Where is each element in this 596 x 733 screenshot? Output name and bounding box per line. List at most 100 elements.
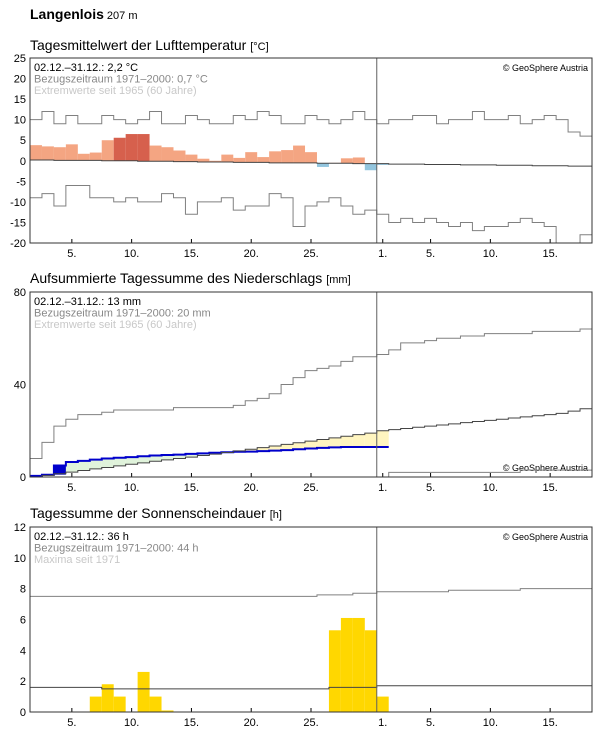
temp-plot-frame [29,57,593,244]
temp-y-tick-label: 5 [20,135,26,147]
precip-info-line: 02.12.–31.12.: 13 mm [34,296,141,308]
precip-diff-band [352,434,365,447]
sunshine-title: Tagessumme der Sonnenscheindauer [h] [30,505,282,521]
temp-bar [197,158,210,163]
temp-bar [185,154,198,162]
precip-actual-line [30,445,389,477]
precip-diff-band [245,449,258,452]
temperature-chart: -20 -15 -10 -5 0 5 10 15 20 25 5. 10. 15. 20. 25. 1. 5. 1… [10,53,593,260]
precip-diff-band [293,442,306,450]
precip-diff-band [281,444,294,451]
temp-x-tick-label: 1. [378,248,387,260]
temp-y-tick-label: -5 [16,176,26,188]
sun-bar [113,696,126,712]
precip-max-line [30,328,592,459]
temp-bar [149,145,162,162]
sun-bar [376,696,389,712]
precipitation-chart: 0 40 80 5. 10. 15. 20. 25. 1. 5. 10. 15. 02.12.–31.1… [14,287,593,494]
sun-bar [352,617,365,712]
precip-diff-band [89,459,102,469]
temp-bar [77,153,90,161]
precipitation-title: Aufsummierte Tagessumme des Niederschlag… [30,270,351,286]
temp-bar [376,163,389,165]
temp-x-tick-label: 10. [124,248,139,260]
precip-info-line: Bezugszeitraum 1971–2000: 20 mm [34,308,211,320]
precip-diff-band [113,457,126,466]
temp-min-line [30,184,592,244]
temp-x-tick-label: 10. [483,248,498,260]
sun-x-tick-label: 5. [67,717,76,729]
sun-y-tick-label: 2 [20,676,26,688]
sun-bar [161,710,174,712]
precip-diff-band [77,460,90,471]
sun-max-line [30,588,592,597]
sun-x-tick-label: 15. [184,717,199,729]
precip-plot-frame [29,291,593,478]
temp-bar [281,150,294,163]
sun-info-line: Maxima seit 1971 [34,554,120,566]
sunshine-title-text: Tagessumme der Sonnenscheindauer [30,505,266,521]
station-header: Langenlois 207 m [30,6,137,22]
sun-x-tick-label: 15. [543,717,558,729]
temperature-unit: [°C] [250,41,269,53]
temp-y-tick-label: 0 [20,156,26,168]
temp-bar [269,151,282,163]
temp-bar [352,157,365,164]
sun-bar [340,617,353,712]
precip-x-tick-label: 10. [483,482,498,494]
precip-normal-line [30,408,592,478]
sun-bar [364,630,377,712]
sun-info-line: 02.12.–31.12.: 36 h [34,531,129,543]
temp-info-line: 02.12.–31.12.: 2,2 °C [34,62,138,74]
precip-diff-band [376,430,389,447]
temp-x-tick-label: 15. [543,248,558,260]
precip-diff-band [364,433,377,447]
precip-y-tick-label: 80 [14,287,26,299]
precip-diff-band [305,441,317,449]
temp-copyright: © GeoSphere Austria [503,63,588,73]
sun-plot-frame [29,526,593,713]
sun-x-tick-label: 10. [124,717,139,729]
precip-x-tick-label: 15. [184,482,199,494]
sun-y-tick-label: 6 [20,615,26,627]
precip-x-tick-label: 5. [67,482,76,494]
temp-max-line [30,110,592,137]
precip-diff-band [173,454,186,459]
temp-bar [161,147,174,162]
sun-bar [89,696,102,712]
station-name: Langenlois [30,6,104,22]
precip-x-tick-label: 10. [124,482,139,494]
precipitation-unit: [mm] [326,274,351,286]
temp-x-tick-label: 20. [244,248,259,260]
temp-info-line: Bezugszeitraum 1971–2000: 0,7 °C [34,74,208,86]
temp-bar [316,163,329,167]
temp-bar [30,145,42,160]
temp-x-tick-label: 25. [303,248,318,260]
temp-bar [209,160,222,163]
precip-y-tick-label: 40 [14,380,26,392]
temp-x-tick-label: 15. [184,248,199,260]
temp-bar [245,152,258,163]
precipitation-title-text: Aufsummierte Tagessumme des Niederschlag… [30,270,323,286]
sun-y-tick-label: 12 [14,522,26,534]
temp-bar [125,134,138,161]
precip-diff-band [185,453,198,458]
precip-diff-band [137,456,150,463]
temp-y-tick-label: 25 [14,53,26,65]
precip-diff-band [197,453,210,456]
precip-x-tick-label: 5. [426,482,435,494]
precip-x-tick-label: 25. [303,482,318,494]
precip-diff-band [149,455,162,462]
temp-bar [233,157,246,163]
temp-x-tick-label: 5. [67,248,76,260]
temp-bar [89,152,102,161]
temp-info-line: Extremwerte seit 1965 (60 Jahre) [34,85,197,97]
precip-x-tick-label: 15. [543,482,558,494]
temp-bar [305,152,317,163]
sun-normal-line [30,685,592,690]
precip-diff-band [328,437,341,448]
temp-y-tick-label: -20 [10,238,26,250]
temp-bar [101,140,114,161]
sun-y-tick-label: 8 [20,584,26,596]
temp-y-tick-label: 15 [14,94,26,106]
